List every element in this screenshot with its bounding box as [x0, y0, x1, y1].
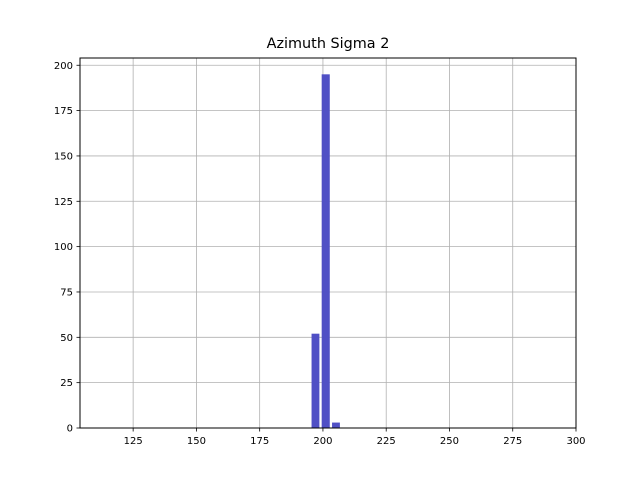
x-tick-label: 225 — [377, 436, 396, 447]
y-tick-label: 200 — [54, 61, 73, 72]
y-tick-label: 0 — [67, 424, 73, 435]
x-axis: 125 150 175 200 225 250 275 300 — [124, 428, 586, 447]
histogram-bar — [321, 74, 330, 428]
x-tick-label: 250 — [440, 436, 459, 447]
histogram-bar — [332, 422, 340, 428]
y-tick-label: 25 — [60, 378, 73, 389]
bars — [311, 74, 340, 428]
x-tick-label: 200 — [313, 436, 332, 447]
y-tick-label: 150 — [54, 151, 73, 162]
y-tick-label: 100 — [54, 242, 73, 253]
plot-frame — [79, 57, 577, 429]
y-tick-label: 175 — [54, 106, 73, 117]
y-tick-label: 125 — [54, 197, 73, 208]
x-tick-label: 125 — [124, 436, 143, 447]
y-tick-label: 50 — [60, 333, 73, 344]
chart-title: Azimuth Sigma 2 — [267, 36, 390, 52]
histogram-bar — [311, 333, 320, 428]
y-axis: 0 25 50 75 100 125 150 175 200 — [54, 61, 80, 435]
y-tick-label: 75 — [60, 287, 73, 298]
x-tick-label: 175 — [250, 436, 269, 447]
x-tick-label: 150 — [187, 436, 206, 447]
x-tick-label: 300 — [566, 436, 585, 447]
x-tick-label: 275 — [503, 436, 522, 447]
